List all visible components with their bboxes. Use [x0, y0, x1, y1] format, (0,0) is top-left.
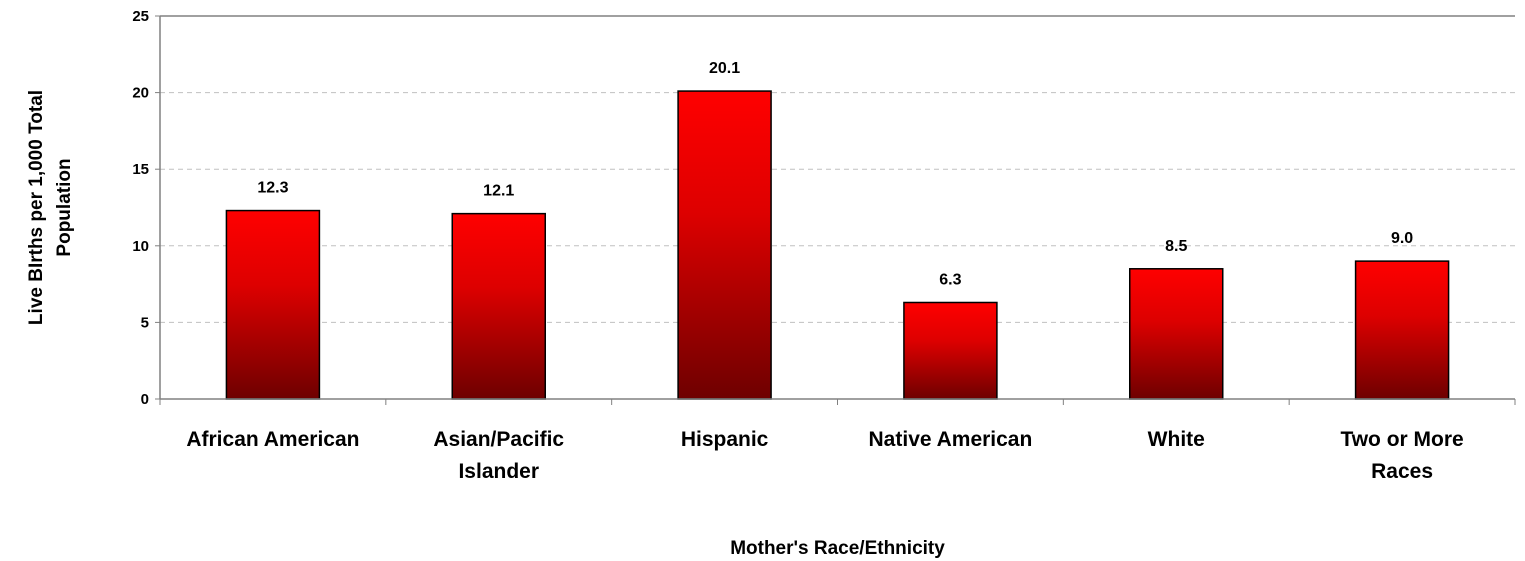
y-tick-label: 20: [132, 85, 149, 102]
labels: 0 5 10 15 20 25 12.3 African American 12.1 Asian/…: [132, 8, 1463, 483]
y-tick-label: 0: [141, 391, 149, 408]
y-tick-label: 25: [132, 8, 149, 25]
bar: [225, 209, 321, 400]
y-tick-label: 15: [132, 161, 149, 178]
axes: [155, 15, 1516, 405]
bar: [1129, 268, 1224, 400]
data-label: 12.1: [483, 183, 514, 200]
data-label: 20.1: [709, 60, 740, 77]
bars: [225, 90, 1450, 400]
x-tick-label: White: [1148, 428, 1205, 451]
bar: [451, 212, 546, 400]
y-tick-label: 10: [132, 238, 149, 255]
x-axis-title: Mother's Race/Ethnicity: [730, 538, 945, 559]
y-axis-title: Live BIrths per 1,000 Total Population: [26, 90, 75, 325]
x-tick-label: Native American: [869, 428, 1033, 451]
data-label: 9.0: [1391, 230, 1413, 247]
y-tick-label: 5: [141, 314, 149, 331]
data-label: 12.3: [257, 180, 288, 197]
bar: [903, 301, 998, 400]
bar: [677, 90, 772, 400]
data-label: 6.3: [939, 271, 961, 288]
bar: [1354, 260, 1450, 400]
x-tick-label: Hispanic: [681, 428, 769, 451]
x-tick-label: African American: [186, 428, 359, 451]
x-tick-label: Two or More Races: [1340, 428, 1463, 483]
gridlines: [160, 92, 1515, 323]
x-tick-label: Asian/Pacific Islander: [433, 428, 564, 483]
data-label: 8.5: [1165, 238, 1187, 255]
